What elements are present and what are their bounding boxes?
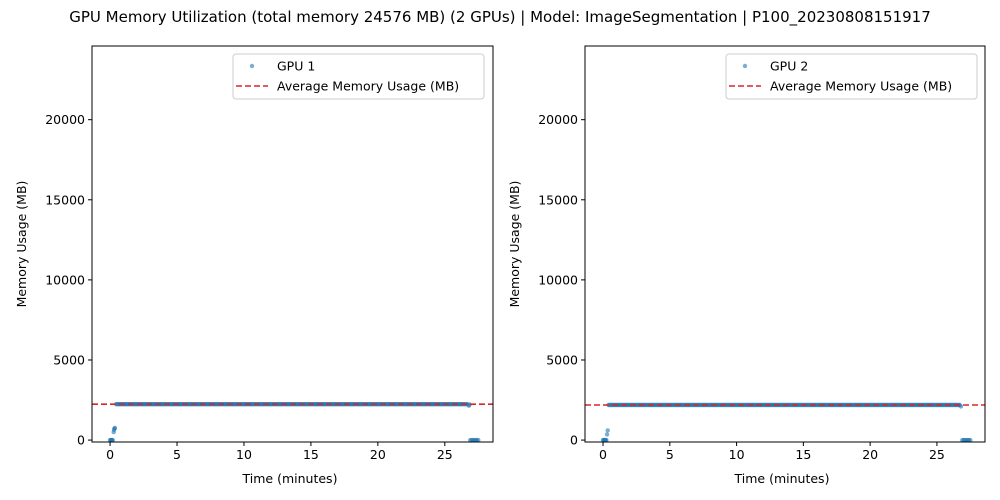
figure-title: GPU Memory Utilization (total memory 245… [69, 8, 931, 27]
gpu1-legend-avg-label: Average Memory Usage (MB) [277, 79, 459, 94]
gpu1-xtick-label: 20 [370, 447, 386, 462]
gpu2-xlabel: Time (minutes) [734, 471, 830, 486]
gpu1-legend-marker [249, 63, 255, 69]
gpu2-xtick-label: 10 [729, 447, 745, 462]
gpu1-chart: Time (minutes) Memory Usage (MB) 0 5 10 15 2… [14, 45, 494, 486]
gpu1-xtick-label: 5 [173, 447, 181, 462]
gpu2-xtick-label: 0 [599, 447, 607, 462]
gpu1-ytick-label: 5000 [53, 352, 85, 367]
gpu2-ylabel: Memory Usage (MB) [507, 181, 522, 308]
gpu1-xtick-label: 0 [106, 447, 114, 462]
gpu2-ytick-label: 20000 [538, 112, 578, 127]
gpu2-points [600, 402, 973, 443]
gpu1-data-point [110, 437, 115, 443]
gpu1-data-point [476, 437, 481, 443]
gpu2-legend: GPU 2 Average Memory Usage (MB) [725, 53, 978, 100]
gpu1-ytick-label: 15000 [45, 192, 85, 207]
gpu2-xtick-label: 25 [929, 447, 945, 462]
gpu2-ytick-label: 15000 [538, 192, 578, 207]
gpu2-ytick-label: 5000 [546, 352, 578, 367]
gpu2-data-point [604, 437, 609, 443]
gpu2-legend-label-avg: Average Memory Usage (MB) [770, 79, 952, 94]
gpu2-xtick-label: 20 [862, 447, 878, 462]
gpu1-xtick-label: 10 [236, 447, 252, 462]
gpu1-plot-frame [91, 45, 494, 443]
gpu1-ytick-label: 0 [77, 433, 85, 448]
gpu1-points [107, 401, 481, 443]
gpu2-data-point [604, 432, 610, 437]
gpu1-ylabel: Memory Usage (MB) [14, 181, 29, 308]
gpu1-xtick-label: 25 [437, 447, 453, 462]
gpu2-data-point [605, 428, 610, 433]
gpu2-legend-frame [725, 53, 978, 100]
gpu1-legend: GPU 1 Average Memory Usage (MB) [232, 53, 485, 100]
gpu2-xtick-label: 15 [795, 447, 811, 462]
gpu2-chart: Time (minutes) Memory Usage (MB) 0 5 10 15 2… [507, 45, 986, 486]
gpu1-data-point [112, 425, 118, 431]
gpu1-ytick-label: 20000 [45, 112, 85, 127]
gpu1-legend-frame [232, 53, 485, 100]
gpu2-data-point [968, 437, 973, 443]
gpu1-xtick-label: 15 [303, 447, 319, 462]
gpu2-ytick-label: 0 [570, 433, 578, 448]
gpu2-xtick-label: 5 [666, 447, 674, 462]
gpu1-xlabel: Time (minutes) [242, 471, 338, 486]
gpu1-ytick-label: 10000 [45, 272, 85, 287]
gpu2-plot-frame [584, 45, 986, 443]
gpu2-legend-marker [742, 63, 748, 69]
gpu1-legend-label: GPU 1 [277, 59, 315, 74]
gpu2-ytick-label: 10000 [538, 272, 578, 287]
gpu2-legend-label: GPU 2 [770, 59, 808, 74]
